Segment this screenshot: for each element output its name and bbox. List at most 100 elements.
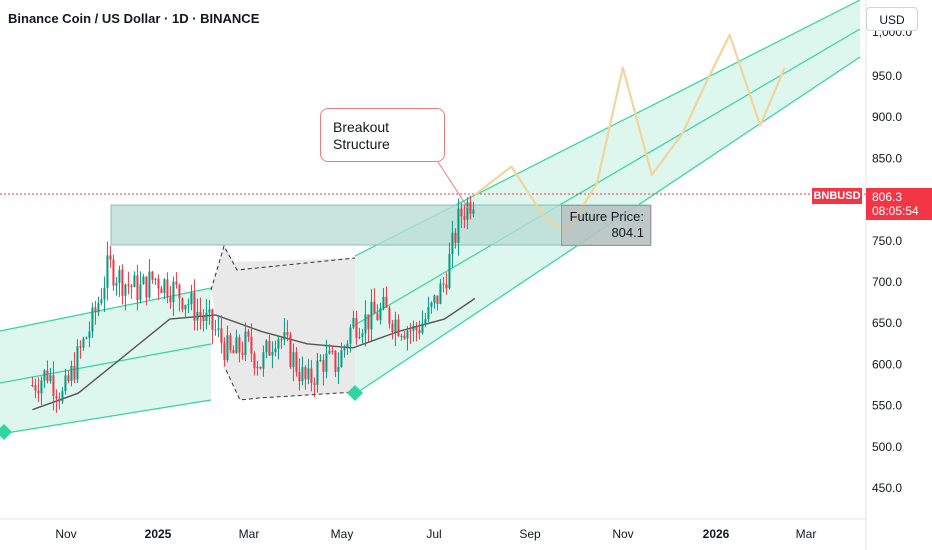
- candle-body: [190, 292, 193, 305]
- future-price-callout[interactable]: Future Price: 804.1: [561, 205, 651, 246]
- candle-body: [118, 269, 121, 283]
- candle-body: [466, 202, 469, 220]
- time-axis[interactable]: Nov 2025 Mar May Jul Sep Nov 2026 Mar: [55, 527, 816, 541]
- channel-1-lower-line[interactable]: [0, 399, 212, 435]
- candle-body: [178, 284, 181, 299]
- candle-body: [412, 325, 415, 331]
- candle-body: [235, 337, 238, 354]
- candle-body: [415, 325, 418, 330]
- channel-2-mid-line[interactable]: [354, 28, 861, 326]
- time-tick-label: May: [331, 527, 354, 541]
- candle-body: [427, 306, 430, 320]
- candle-body: [238, 337, 241, 353]
- candle-body: [46, 370, 49, 382]
- candle-body: [463, 216, 466, 220]
- candle-body: [169, 297, 172, 303]
- candle-body: [430, 302, 433, 307]
- candle-body: [88, 331, 91, 338]
- candle-body: [70, 365, 73, 382]
- candle-body: [310, 368, 313, 384]
- candle-body: [364, 314, 367, 334]
- candle-body: [172, 281, 175, 303]
- candle-body: [256, 366, 259, 369]
- price-tick-label: 650.0: [872, 316, 902, 330]
- bar-countdown: 08:05:54: [872, 204, 919, 218]
- candle-body: [262, 352, 265, 369]
- breakout-callout[interactable]: Breakout Structure: [320, 108, 445, 162]
- candle-body: [298, 371, 301, 382]
- channel-1-upper-line[interactable]: [0, 287, 212, 332]
- candle-body: [55, 396, 58, 399]
- ascending-channel-1-fill: [0, 288, 211, 434]
- time-tick-label: Mar: [239, 527, 260, 541]
- candle-body: [382, 296, 385, 309]
- candle-body: [40, 380, 43, 394]
- candle-body: [388, 307, 391, 324]
- time-tick-label: Nov: [612, 527, 633, 541]
- candle-body: [187, 304, 190, 306]
- candle-body: [433, 295, 436, 303]
- channel-1-mid-line[interactable]: [0, 343, 212, 384]
- candle-body: [214, 329, 217, 331]
- candle-body: [76, 346, 79, 380]
- candle-body: [151, 271, 154, 280]
- candle-body: [196, 311, 199, 321]
- candle-body: [34, 385, 37, 391]
- candle-body: [208, 309, 211, 313]
- price-tick-label: 750.0: [872, 234, 902, 248]
- candle-body: [154, 278, 157, 280]
- candle-body: [259, 366, 262, 369]
- candle-body: [373, 301, 376, 314]
- candle-body: [316, 360, 319, 385]
- time-tick-label: Sep: [519, 527, 541, 541]
- projection-path[interactable]: [474, 33, 786, 234]
- pivot-marker-left[interactable]: [0, 424, 12, 440]
- candle-body: [472, 209, 475, 214]
- candle-body: [157, 278, 160, 289]
- candle-body: [280, 339, 283, 341]
- chart-title: Binance Coin / US Dollar · 1D · BINANCE: [8, 11, 260, 26]
- candle-body: [367, 314, 370, 330]
- candle-body: [460, 208, 463, 217]
- candle-body: [436, 295, 439, 304]
- price-tick-label: 950.0: [872, 69, 902, 83]
- candle-body: [352, 318, 355, 328]
- candle-body: [292, 352, 295, 367]
- candle-body: [148, 271, 151, 298]
- candle-body: [43, 370, 46, 381]
- candle-body: [448, 253, 451, 289]
- candle-body: [130, 285, 133, 287]
- price-axis[interactable]: 950.0 900.0 850.0 750.0 700.0 650.0 600.0 550.0…: [872, 25, 912, 495]
- candle-body: [31, 385, 34, 386]
- candle-body: [313, 383, 316, 385]
- candle-body: [220, 328, 223, 343]
- price-tick-label: 600.0: [872, 357, 902, 371]
- candle-body: [85, 337, 88, 339]
- candle-body: [439, 283, 442, 304]
- candle-body: [418, 329, 421, 334]
- candle-body: [229, 335, 232, 351]
- candle-body: [274, 348, 277, 353]
- pivot-marker-right[interactable]: [347, 385, 363, 401]
- candle-body: [421, 323, 424, 334]
- candle-body: [94, 307, 97, 313]
- candle-body: [331, 350, 334, 352]
- current-price-tag: 806.3 08:05:54: [866, 188, 932, 220]
- currency-button[interactable]: USD: [866, 7, 918, 31]
- consolidation-range[interactable]: [211, 246, 355, 400]
- candles-group[interactable]: [31, 195, 475, 413]
- candle-body: [283, 332, 286, 340]
- candle-body: [193, 292, 196, 321]
- candle-body: [37, 390, 40, 394]
- candle-body: [325, 353, 328, 372]
- candle-body: [142, 276, 145, 285]
- candle-body: [226, 335, 229, 360]
- price-tick-label: 550.0: [872, 399, 902, 413]
- candle-body: [205, 312, 208, 322]
- candle-body: [442, 283, 445, 285]
- candle-body: [286, 332, 289, 336]
- price-tick-label: 500.0: [872, 440, 902, 454]
- candle-body: [379, 308, 382, 320]
- candle-body: [322, 359, 325, 372]
